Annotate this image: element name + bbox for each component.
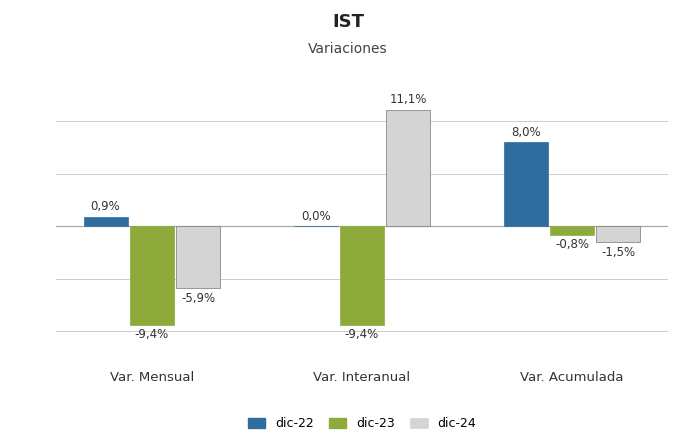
Text: -9,4%: -9,4%: [135, 328, 169, 341]
Text: Variaciones: Variaciones: [308, 42, 388, 56]
Text: 11,1%: 11,1%: [390, 93, 427, 106]
Legend: dic-22, dic-23, dic-24: dic-22, dic-23, dic-24: [242, 412, 482, 435]
Bar: [176, 226, 220, 288]
Text: -9,4%: -9,4%: [345, 328, 379, 341]
Text: IST: IST: [332, 13, 364, 31]
Bar: [340, 226, 384, 325]
Bar: [550, 226, 594, 235]
Bar: [129, 226, 174, 325]
Text: -5,9%: -5,9%: [181, 292, 215, 305]
Bar: [596, 226, 640, 242]
Text: -0,8%: -0,8%: [555, 238, 589, 251]
Text: -1,5%: -1,5%: [601, 246, 635, 259]
Bar: [504, 142, 548, 226]
Text: 0,0%: 0,0%: [301, 210, 331, 223]
Bar: [84, 217, 127, 226]
Bar: [386, 110, 430, 226]
Text: 8,0%: 8,0%: [511, 126, 541, 139]
Text: 0,9%: 0,9%: [90, 200, 120, 213]
